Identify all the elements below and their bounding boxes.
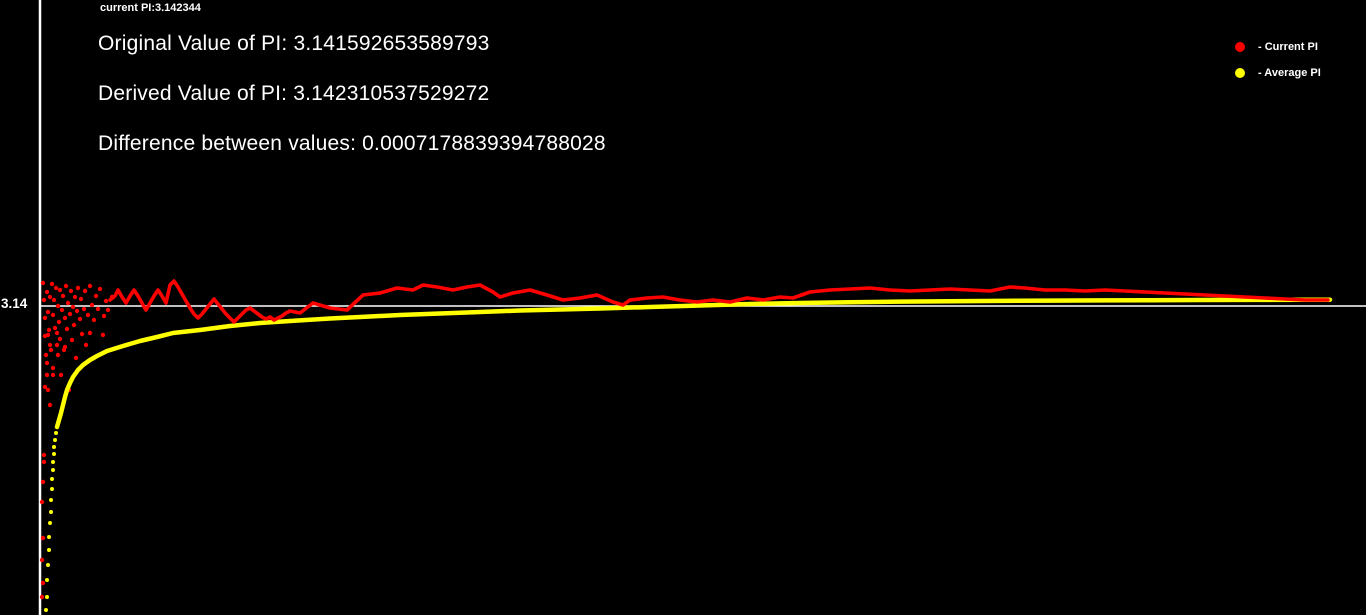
legend-item-average-pi: - Average PI — [1235, 67, 1321, 79]
average-pi-swatch-icon — [1235, 68, 1245, 78]
legend: - Current PI - Average PI — [1235, 41, 1321, 93]
legend-item-current-pi: - Current PI — [1235, 41, 1321, 53]
difference-text: Difference between values: 0.00071788393… — [98, 132, 606, 155]
legend-label-current-pi: - Current PI — [1258, 41, 1318, 53]
current-pi-swatch-icon — [1235, 42, 1245, 52]
current-pi-readout: current PI:3.142344 — [100, 2, 201, 14]
legend-label-average-pi: - Average PI — [1258, 67, 1321, 79]
original-pi-text: Original Value of PI: 3.141592653589793 — [98, 32, 490, 55]
y-axis-ref-label: 3.14 — [1, 296, 28, 311]
derived-pi-text: Derived Value of PI: 3.142310537529272 — [98, 82, 490, 105]
